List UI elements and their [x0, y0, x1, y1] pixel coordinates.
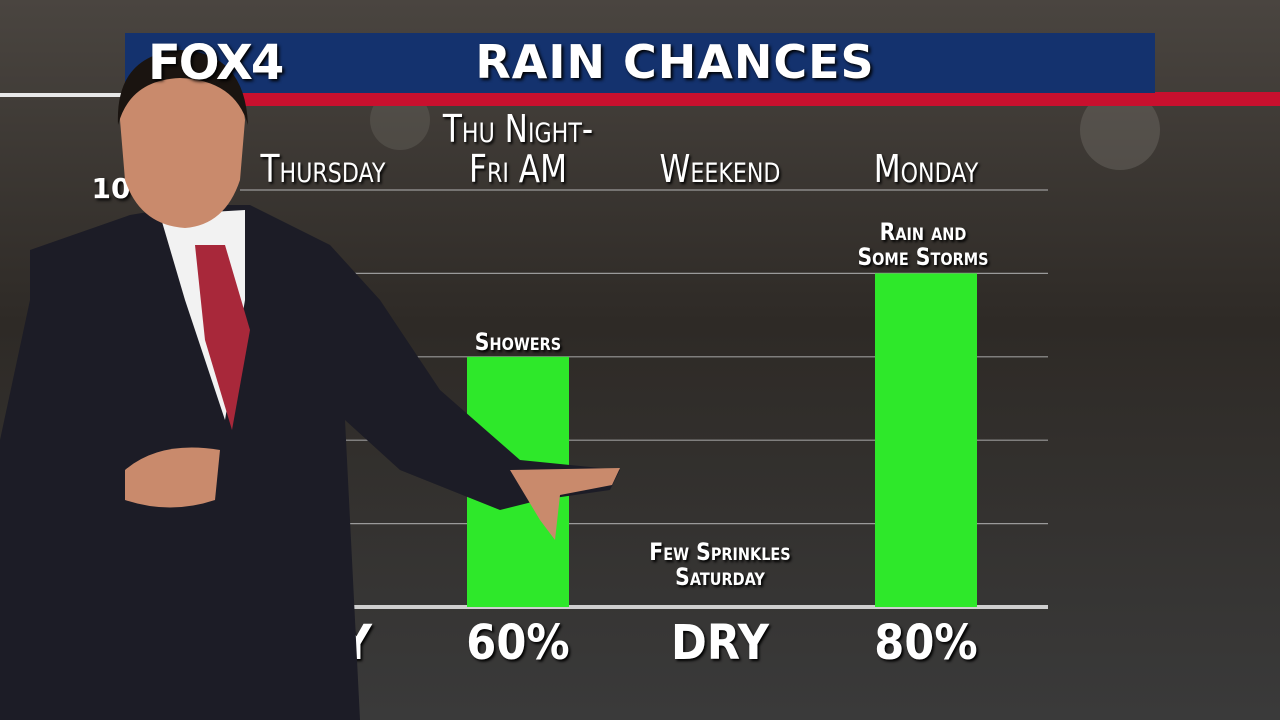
y-tick-label: 80	[111, 255, 150, 289]
value-label: 80%	[874, 615, 978, 671]
value-label: DRY	[273, 615, 373, 671]
annotation: Rain and Some Storms	[857, 218, 989, 272]
header-line	[0, 93, 130, 97]
bar	[875, 273, 977, 607]
bokeh	[1080, 90, 1160, 170]
y-tick-label: 60	[111, 338, 150, 372]
value-label: DRY	[670, 615, 770, 671]
header-red-bar	[125, 92, 1280, 106]
category-label: Thursday	[260, 147, 386, 191]
category-label: Weekend	[659, 147, 781, 191]
annotation: Few Sprinkles Saturday	[649, 538, 791, 592]
y-tick-label: 20	[111, 505, 150, 539]
bar	[467, 356, 569, 607]
y-tick-label: 100	[91, 172, 150, 205]
station-logo: FOX4	[148, 35, 284, 91]
annotation: Showers	[474, 328, 562, 356]
category-label: Monday	[873, 147, 979, 191]
chart-title: Rain Chances	[475, 35, 875, 89]
category-label: Thu Night-Fri AM	[442, 107, 594, 191]
y-tick-label: 0	[130, 589, 150, 622]
y-tick-label: 40	[111, 422, 150, 456]
header-blue-bar	[125, 33, 1155, 93]
value-label: 60%	[466, 615, 570, 671]
